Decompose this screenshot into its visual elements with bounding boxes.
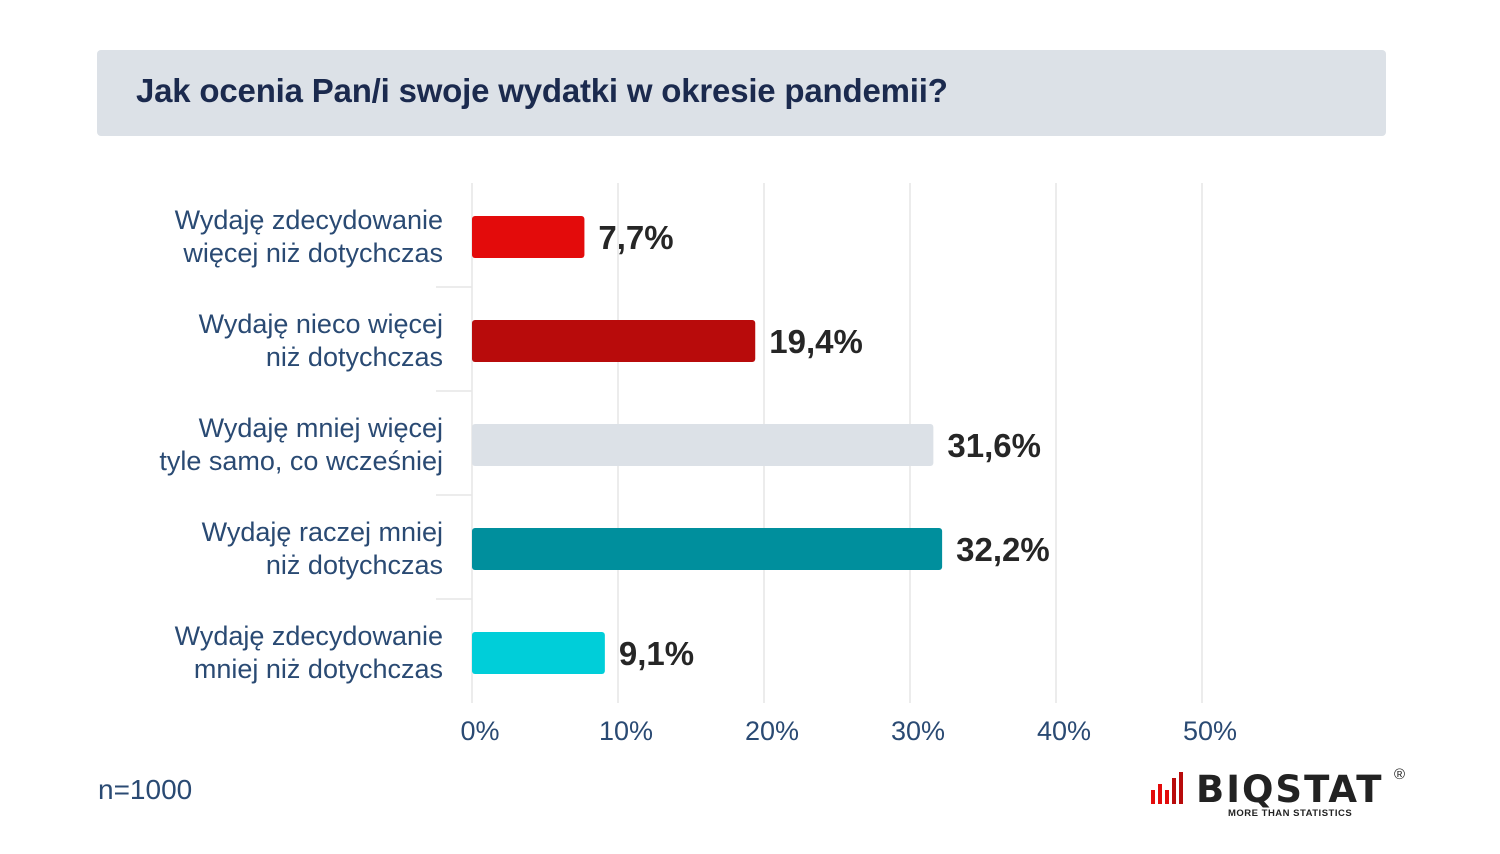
x-tick-label: 0%: [460, 716, 499, 746]
value-label: 31,6%: [947, 427, 1041, 464]
logo-tagline: MORE THAN STATISTICS: [1228, 808, 1353, 819]
bar: [472, 528, 943, 570]
value-label: 9,1%: [619, 635, 694, 672]
category-label: Wydaję raczej mniej niż dotychczas: [202, 517, 443, 580]
category-label: Wydaję zdecydowanie więcej niż dotychczas: [175, 205, 443, 268]
x-tick-label: 20%: [745, 716, 799, 746]
value-label: 32,2%: [956, 531, 1050, 568]
biostat-logo: BIQSTAT ® MORE THAN STATISTICS: [1148, 766, 1410, 824]
bar: [472, 320, 756, 362]
x-tick-label: 40%: [1037, 716, 1091, 746]
bar: [472, 424, 934, 466]
x-tick-label: 30%: [891, 716, 945, 746]
chart-title: Jak ocenia Pan/i swoje wydatki w okresie…: [136, 72, 948, 109]
x-tick-label: 10%: [599, 716, 653, 746]
bar: [472, 216, 585, 258]
value-label: 19,4%: [769, 323, 863, 360]
bar: [472, 632, 605, 674]
sample-size-note: n=1000: [98, 774, 193, 805]
title-banner: Jak ocenia Pan/i swoje wydatki w okresie…: [97, 50, 1386, 136]
logo-registered-mark: ®: [1394, 766, 1406, 783]
category-label: Wydaję nieco więcej niż dotychczas: [199, 309, 443, 372]
logo-wordmark: BIQSTAT: [1196, 768, 1384, 811]
category-label: Wydaję zdecydowanie mniej niż dotychczas: [175, 621, 443, 684]
x-tick-label: 50%: [1183, 716, 1237, 746]
category-label: Wydaję mniej więcej tyle samo, co wcześni…: [159, 413, 443, 476]
logo-bars-icon: [1151, 772, 1183, 804]
value-label: 7,7%: [598, 219, 673, 256]
